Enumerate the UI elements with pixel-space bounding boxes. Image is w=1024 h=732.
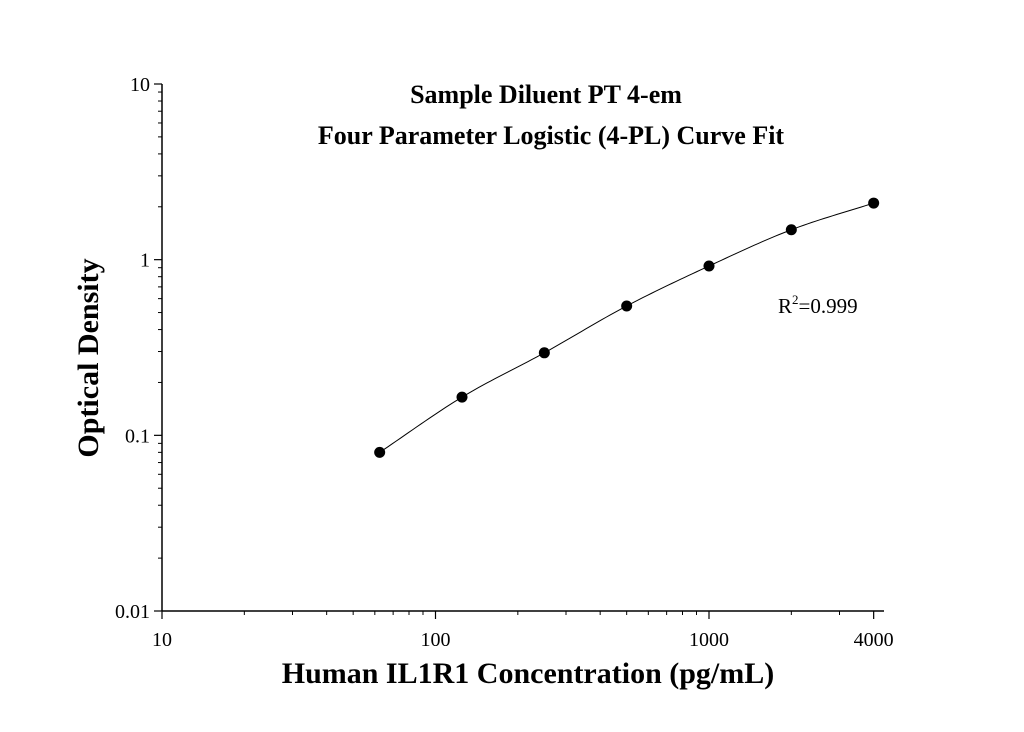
data-point [538,347,550,359]
y-tick-label: 10 [130,74,150,96]
y-tick-label: 0.1 [125,425,150,447]
x-tick-label: 10 [152,629,172,651]
r-squared-value: =0.999 [799,294,858,318]
data-point [868,197,880,209]
x-tick-label: 4000 [854,629,894,651]
y-axis-label: Optical Density [72,258,105,457]
fit-curve [379,202,874,453]
x-tick-label: 1000 [689,629,729,651]
y-tick-label: 0.01 [115,601,150,623]
x-axis-label: Human IL1R1 Concentration (pg/mL) [282,657,775,690]
y-tick-label: 1 [140,250,150,272]
axes [161,84,884,612]
r-squared-label: R [778,294,792,318]
y-axis-ticks: 0.01 0.1 1 10 [115,74,162,623]
r-squared-superscript: 2 [792,292,799,307]
data-point [621,300,633,312]
data-point [703,260,715,272]
r-squared-annotation: R2=0.999 [778,292,858,318]
chart-title: Sample Diluent PT 4-em [410,80,682,109]
data-points [374,197,880,458]
data-point [374,446,386,458]
x-axis-ticks: 10 100 1000 4000 [152,611,894,651]
data-point [785,224,797,236]
data-point [456,391,468,403]
chart-subtitle: Four Parameter Logistic (4-PL) Curve Fit [318,121,785,150]
x-tick-label: 100 [421,629,451,651]
